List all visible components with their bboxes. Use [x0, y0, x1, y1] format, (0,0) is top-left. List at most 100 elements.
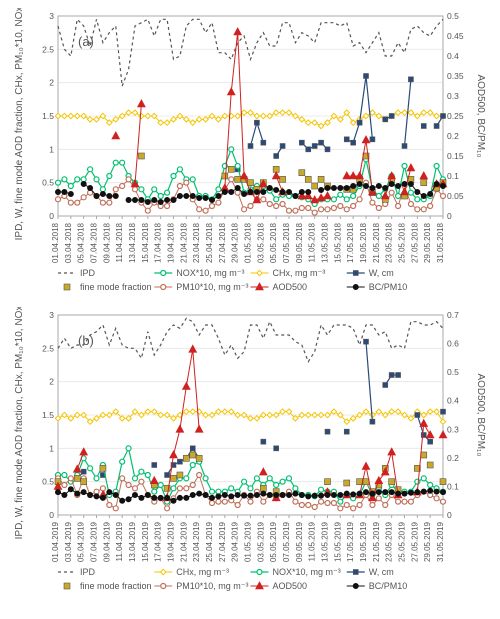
svg-text:3: 3	[49, 310, 54, 320]
svg-text:0.25: 0.25	[447, 111, 464, 121]
svg-text:0.05: 0.05	[447, 191, 464, 201]
svg-text:2.5: 2.5	[42, 343, 54, 353]
series-IPD	[58, 19, 443, 86]
svg-text:2: 2	[49, 78, 54, 88]
svg-text:13.04.2019: 13.04.2019	[128, 521, 137, 562]
svg-text:07.05.2019: 07.05.2019	[282, 521, 291, 562]
svg-text:27.04.2019: 27.04.2019	[218, 521, 227, 562]
svg-text:0.5: 0.5	[447, 11, 459, 21]
svg-text:AOD500: AOD500	[273, 581, 308, 591]
svg-text:0.2: 0.2	[447, 453, 459, 463]
svg-text:2: 2	[49, 377, 54, 387]
svg-text:15.05.2019: 15.05.2019	[333, 521, 342, 562]
svg-text:25.04.2019: 25.04.2019	[205, 521, 214, 562]
svg-text:05.04.2019: 05.04.2019	[77, 521, 86, 562]
svg-text:0: 0	[447, 510, 452, 520]
svg-text:17.04.2019: 17.04.2019	[154, 521, 163, 562]
svg-text:0.4: 0.4	[447, 51, 459, 61]
svg-text:19.04.2018: 19.04.2018	[167, 222, 176, 263]
svg-text:13.04.2018: 13.04.2018	[128, 222, 137, 263]
svg-text:0.7: 0.7	[447, 310, 459, 320]
svg-text:IPD: IPD	[80, 567, 96, 577]
svg-text:0.45: 0.45	[447, 31, 464, 41]
svg-text:03.04.2019: 03.04.2019	[64, 521, 73, 562]
svg-text:15.05.2018: 15.05.2018	[333, 222, 342, 263]
svg-text:01.04.2018: 01.04.2018	[51, 222, 60, 263]
legend: IPD CHx, mg m⁻³ NOX*10, mg m⁻³ W, cm fine mo…	[58, 567, 407, 591]
svg-text:25.05.2018: 25.05.2018	[398, 222, 407, 263]
svg-text:11.04.2018: 11.04.2018	[115, 222, 124, 262]
svg-text:0.15: 0.15	[447, 151, 464, 161]
svg-text:27.05.2019: 27.05.2019	[410, 521, 419, 562]
svg-text:17.05.2019: 17.05.2019	[346, 521, 355, 562]
svg-text:1: 1	[49, 443, 54, 453]
svg-text:1: 1	[49, 144, 54, 154]
svg-text:(a): (a)	[78, 34, 94, 49]
svg-text:1.5: 1.5	[42, 111, 54, 121]
svg-text:2.5: 2.5	[42, 44, 54, 54]
svg-text:21.05.2019: 21.05.2019	[372, 521, 381, 562]
svg-text:0: 0	[49, 510, 54, 520]
svg-text:03.05.2018: 03.05.2018	[256, 222, 265, 263]
svg-text:BC/PM10: BC/PM10	[369, 282, 408, 292]
svg-text:19.04.2019: 19.04.2019	[167, 521, 176, 562]
svg-text:13.05.2018: 13.05.2018	[321, 222, 330, 263]
svg-text:3: 3	[49, 11, 54, 21]
svg-text:25.04.2018: 25.04.2018	[205, 222, 214, 263]
svg-text:03.05.2019: 03.05.2019	[256, 521, 265, 562]
svg-text:fine mode fraction: fine mode fraction	[80, 282, 152, 292]
svg-text:17.04.2018: 17.04.2018	[154, 222, 163, 263]
svg-text:11.05.2019: 11.05.2019	[308, 521, 317, 561]
svg-text:11.05.2018: 11.05.2018	[308, 222, 317, 262]
svg-text:fine mode fraction: fine mode fraction	[80, 581, 152, 591]
svg-text:IPD, W, fine mode AOD fraction: IPD, W, fine mode AOD fraction, CHx, PM₁…	[14, 8, 25, 240]
svg-text:0.5: 0.5	[447, 367, 459, 377]
svg-text:13.05.2019: 13.05.2019	[321, 521, 330, 562]
svg-text:09.05.2019: 09.05.2019	[295, 521, 304, 562]
svg-text:IPD: IPD	[80, 268, 96, 278]
svg-text:CHx, mg m⁻³: CHx, mg m⁻³	[176, 567, 229, 577]
svg-text:05.04.2018: 05.04.2018	[77, 222, 86, 263]
svg-text:19.05.2018: 19.05.2018	[359, 222, 368, 263]
svg-text:AOD500, BC/PM₁₀: AOD500, BC/PM₁₀	[475, 74, 486, 157]
svg-text:17.05.2018: 17.05.2018	[346, 222, 355, 263]
svg-text:05.05.2018: 05.05.2018	[269, 222, 278, 263]
svg-text:23.04.2018: 23.04.2018	[192, 222, 201, 263]
svg-text:0: 0	[49, 211, 54, 221]
svg-text:0.3: 0.3	[447, 91, 459, 101]
svg-text:21.04.2018: 21.04.2018	[179, 222, 188, 263]
svg-text:29.05.2019: 29.05.2019	[423, 521, 432, 562]
svg-text:11.04.2019: 11.04.2019	[115, 521, 124, 561]
svg-text:07.04.2018: 07.04.2018	[90, 222, 99, 263]
svg-text:0.5: 0.5	[42, 178, 54, 188]
svg-text:29.04.2018: 29.04.2018	[231, 222, 240, 263]
svg-text:25.05.2019: 25.05.2019	[398, 521, 407, 562]
svg-text:0.5: 0.5	[42, 477, 54, 487]
svg-text:NOX*10, mg m⁻³: NOX*10, mg m⁻³	[273, 567, 341, 577]
chart-container: 00.511.522.5300.050.10.150.20.250.30.350…	[0, 0, 500, 614]
svg-text:0: 0	[447, 211, 452, 221]
svg-text:07.05.2018: 07.05.2018	[282, 222, 291, 263]
chart-panel: 00.511.522.5300.050.10.150.20.250.30.350…	[8, 8, 492, 303]
svg-text:31.05.2018: 31.05.2018	[436, 222, 445, 263]
svg-text:PM10*10, mg m⁻³: PM10*10, mg m⁻³	[176, 581, 248, 591]
series-W	[56, 339, 446, 481]
svg-text:BC/PM10: BC/PM10	[369, 581, 408, 591]
svg-text:CHx, mg m⁻³: CHx, mg m⁻³	[273, 268, 326, 278]
svg-text:0.3: 0.3	[447, 424, 459, 434]
svg-text:27.04.2018: 27.04.2018	[218, 222, 227, 263]
svg-text:15.04.2018: 15.04.2018	[141, 222, 150, 263]
svg-text:0.1: 0.1	[447, 481, 459, 491]
svg-text:23.05.2019: 23.05.2019	[385, 521, 394, 562]
svg-text:19.05.2019: 19.05.2019	[359, 521, 368, 562]
series-AOD	[54, 345, 446, 500]
svg-text:AOD500, BC/PM₁₀: AOD500, BC/PM₁₀	[475, 373, 486, 456]
svg-text:PM10*10, mg m⁻³: PM10*10, mg m⁻³	[176, 282, 248, 292]
svg-text:05.05.2019: 05.05.2019	[269, 521, 278, 562]
svg-text:W, cm: W, cm	[369, 567, 394, 577]
svg-text:29.04.2019: 29.04.2019	[231, 521, 240, 562]
svg-text:07.04.2019: 07.04.2019	[90, 521, 99, 562]
svg-text:1.5: 1.5	[42, 410, 54, 420]
svg-text:29.05.2018: 29.05.2018	[423, 222, 432, 263]
svg-text:09.04.2018: 09.04.2018	[102, 222, 111, 263]
